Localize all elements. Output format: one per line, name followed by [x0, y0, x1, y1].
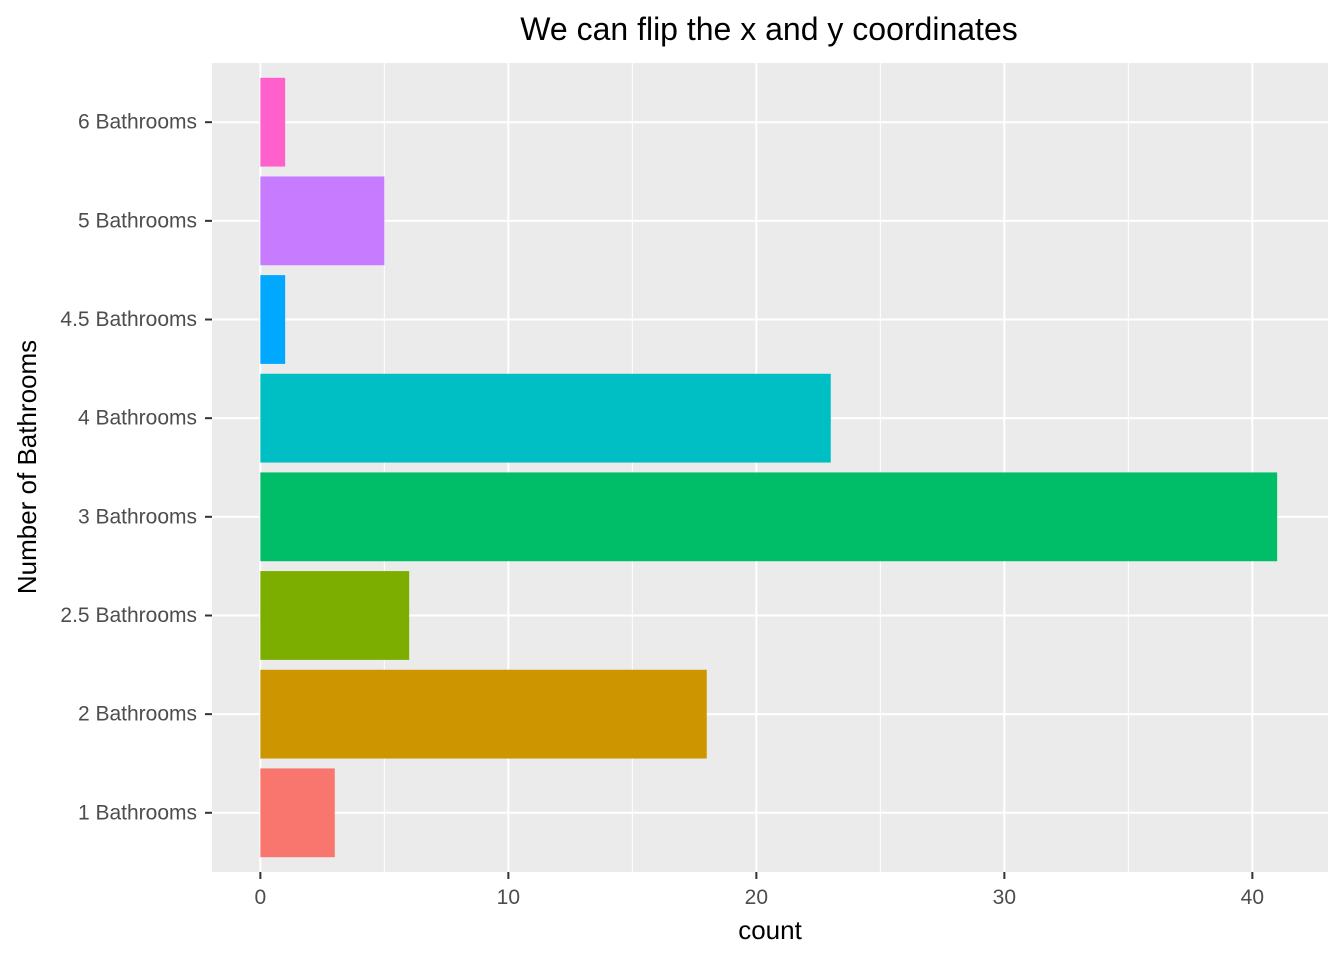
x-tick-label: 0 [255, 886, 267, 909]
y-tick-label: 2.5 Bathrooms [60, 604, 197, 627]
y-tick-label: 6 Bathrooms [78, 111, 197, 134]
y-tick-label: 1 Bathrooms [78, 801, 197, 824]
y-tick-label: 4.5 Bathrooms [60, 308, 197, 331]
bar-6-bathrooms [260, 77, 286, 167]
bar-2-bathrooms [260, 669, 707, 759]
y-axis-title: Number of Bathrooms [12, 340, 42, 594]
bar-2-5-bathrooms [260, 571, 410, 660]
y-tick-label: 4 Bathrooms [78, 407, 197, 430]
bar-5-bathrooms [260, 176, 385, 266]
y-tick-label: 3 Bathrooms [78, 505, 197, 528]
y-tick-label: 2 Bathrooms [78, 703, 197, 726]
x-tick-label: 20 [745, 886, 768, 909]
bar-4-bathrooms [260, 373, 831, 463]
x-tick-label: 30 [993, 886, 1016, 909]
y-axis: 1 Bathrooms 2 Bathrooms 2.5 Bathrooms 3 Bat… [60, 111, 212, 824]
chart-title: We can flip the x and y coordinates [520, 11, 1017, 47]
bar-3-bathrooms [260, 472, 1278, 562]
x-tick-label: 10 [497, 886, 520, 909]
x-axis-title: count [738, 915, 802, 945]
x-axis: 0 10 20 30 40 [255, 872, 1264, 909]
y-tick-label: 5 Bathrooms [78, 209, 197, 232]
bar-4-5-bathrooms [260, 275, 286, 364]
x-tick-label: 40 [1241, 886, 1264, 909]
bars [260, 77, 1278, 858]
bar-1-bathrooms [260, 768, 335, 858]
